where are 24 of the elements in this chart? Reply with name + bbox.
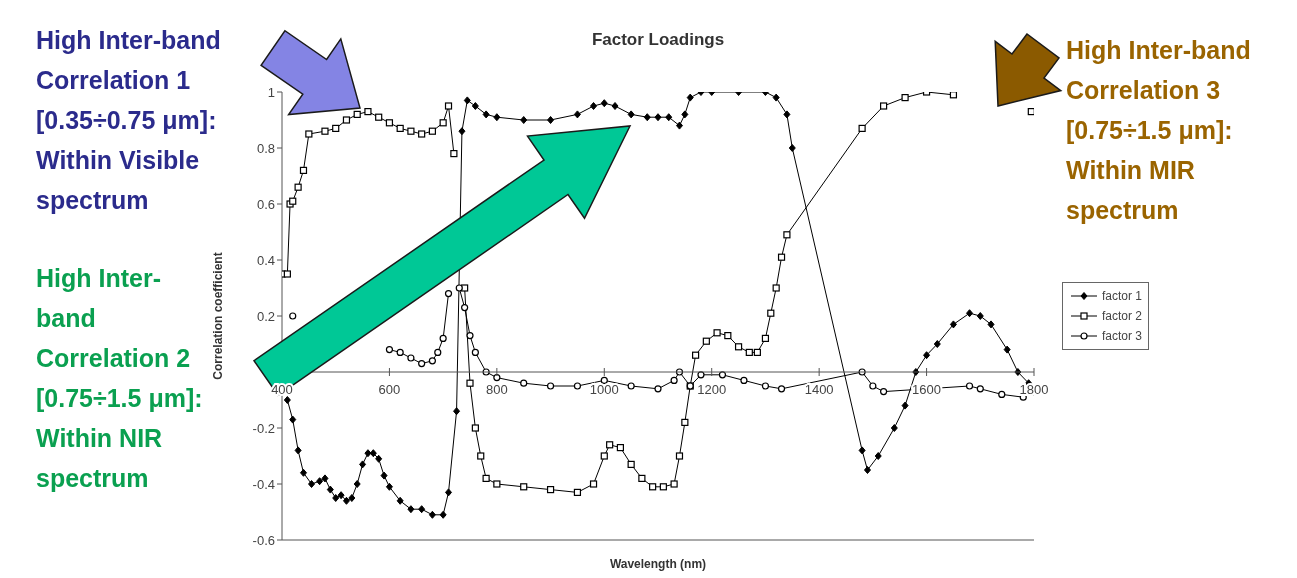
x-tick-label: 1400 — [804, 382, 834, 397]
x-tick-label: 600 — [378, 382, 401, 397]
text: High Inter-band Correlation 2 [0.75÷1.5 μm]: Within NIR spectrum — [36, 264, 203, 492]
y-axis-title: Correlation coefficient — [211, 252, 225, 380]
x-tick-label: 800 — [486, 382, 508, 397]
y-tick-label: 0.4 — [256, 252, 275, 268]
y-tick-label: -0.2 — [252, 420, 275, 436]
y-tick-label: -0.6 — [252, 532, 275, 548]
x-tick-label: 400 — [271, 382, 293, 397]
text: High Inter-band Correlation 3 [0.75÷1.5 μm]: Within MIR spectrum — [1066, 35, 1252, 226]
x-tick-label: 1000 — [589, 382, 619, 397]
legend-label: factor 1 — [1102, 289, 1143, 303]
legend-label: factor 3 — [1102, 329, 1143, 343]
y-tick-label: 1 — [267, 84, 275, 100]
legend-label: factor 2 — [1102, 309, 1143, 323]
y-tick-label: 0.6 — [256, 196, 275, 212]
y-tick-label: 0.2 — [256, 308, 275, 324]
y-tick-label: -0.4 — [252, 476, 275, 492]
x-axis-title: Wavelength (nm) — [608, 557, 708, 571]
y-tick-label: 0.8 — [256, 140, 275, 156]
x-tick-label: 1800 — [1019, 382, 1049, 397]
chart-title: Factor Loadings — [590, 30, 726, 50]
text: High Inter-band Correlation 1 [0.35÷0.75 μm]: Within Visible spectrum — [36, 25, 222, 216]
x-tick-label: 1200 — [697, 382, 727, 397]
